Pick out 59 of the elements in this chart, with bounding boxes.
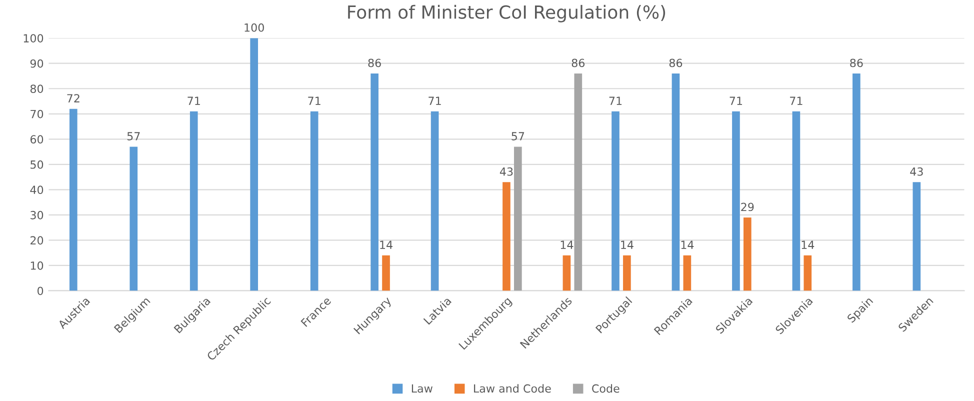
data-label: 71 — [730, 96, 742, 105]
bar — [852, 73, 860, 291]
data-label: 100 — [244, 23, 264, 32]
y-tick-label: 10 — [30, 261, 44, 270]
bar — [912, 182, 921, 291]
data-label: 14 — [802, 240, 814, 249]
data-label: 14 — [560, 240, 574, 249]
data-label: 71 — [188, 96, 200, 105]
data-label: 86 — [572, 58, 585, 68]
y-tick-label: 40 — [30, 186, 44, 194]
bar — [744, 217, 752, 291]
data-label: 29 — [741, 202, 754, 212]
bar — [69, 108, 78, 291]
data-label: 43 — [500, 167, 513, 176]
data-label: 71 — [609, 96, 622, 105]
bar — [574, 73, 582, 291]
data-label: 86 — [669, 58, 682, 68]
data-label: 86 — [368, 58, 381, 68]
y-tick-label: 50 — [30, 160, 44, 169]
bar — [250, 38, 258, 291]
bar — [623, 255, 631, 291]
data-label: 71 — [428, 96, 441, 105]
bar — [130, 146, 138, 291]
y-tick-label: 0 — [38, 286, 44, 296]
data-label: 86 — [850, 58, 863, 68]
data-label: 14 — [681, 240, 694, 249]
bar — [804, 255, 812, 291]
data-label: 71 — [790, 96, 802, 105]
bar — [310, 111, 318, 291]
y-tick-label: 30 — [30, 210, 44, 220]
y-tick-label: 70 — [30, 110, 44, 118]
data-label: 57 — [512, 132, 524, 140]
bar — [514, 146, 522, 291]
bar — [370, 73, 378, 291]
bar — [382, 255, 390, 291]
bar — [732, 111, 740, 291]
bar — [502, 182, 510, 291]
data-label: 72 — [67, 94, 80, 102]
y-tick-label: 100 — [24, 34, 44, 42]
bar — [792, 111, 800, 291]
legend-label: Law — [412, 384, 432, 393]
data-label: 14 — [380, 240, 392, 249]
bar — [430, 111, 439, 291]
data-label: 57 — [127, 132, 140, 140]
data-label: 43 — [910, 167, 923, 176]
bar — [683, 255, 692, 291]
data-label: 71 — [308, 96, 320, 105]
bar — [612, 111, 620, 291]
bar — [562, 255, 571, 291]
y-tick-label: 20 — [30, 236, 44, 245]
legend-label: Code — [592, 384, 620, 393]
legend-label: Law and Code — [474, 384, 551, 393]
y-tick-label: 80 — [30, 84, 44, 93]
bar — [672, 73, 680, 291]
bar — [190, 111, 198, 291]
data-label: 14 — [621, 240, 634, 249]
y-tick-label: 60 — [30, 135, 44, 144]
chart-title: Form of Minister CoI Regulation (%) — [348, 4, 666, 22]
y-tick-label: 90 — [30, 59, 44, 68]
